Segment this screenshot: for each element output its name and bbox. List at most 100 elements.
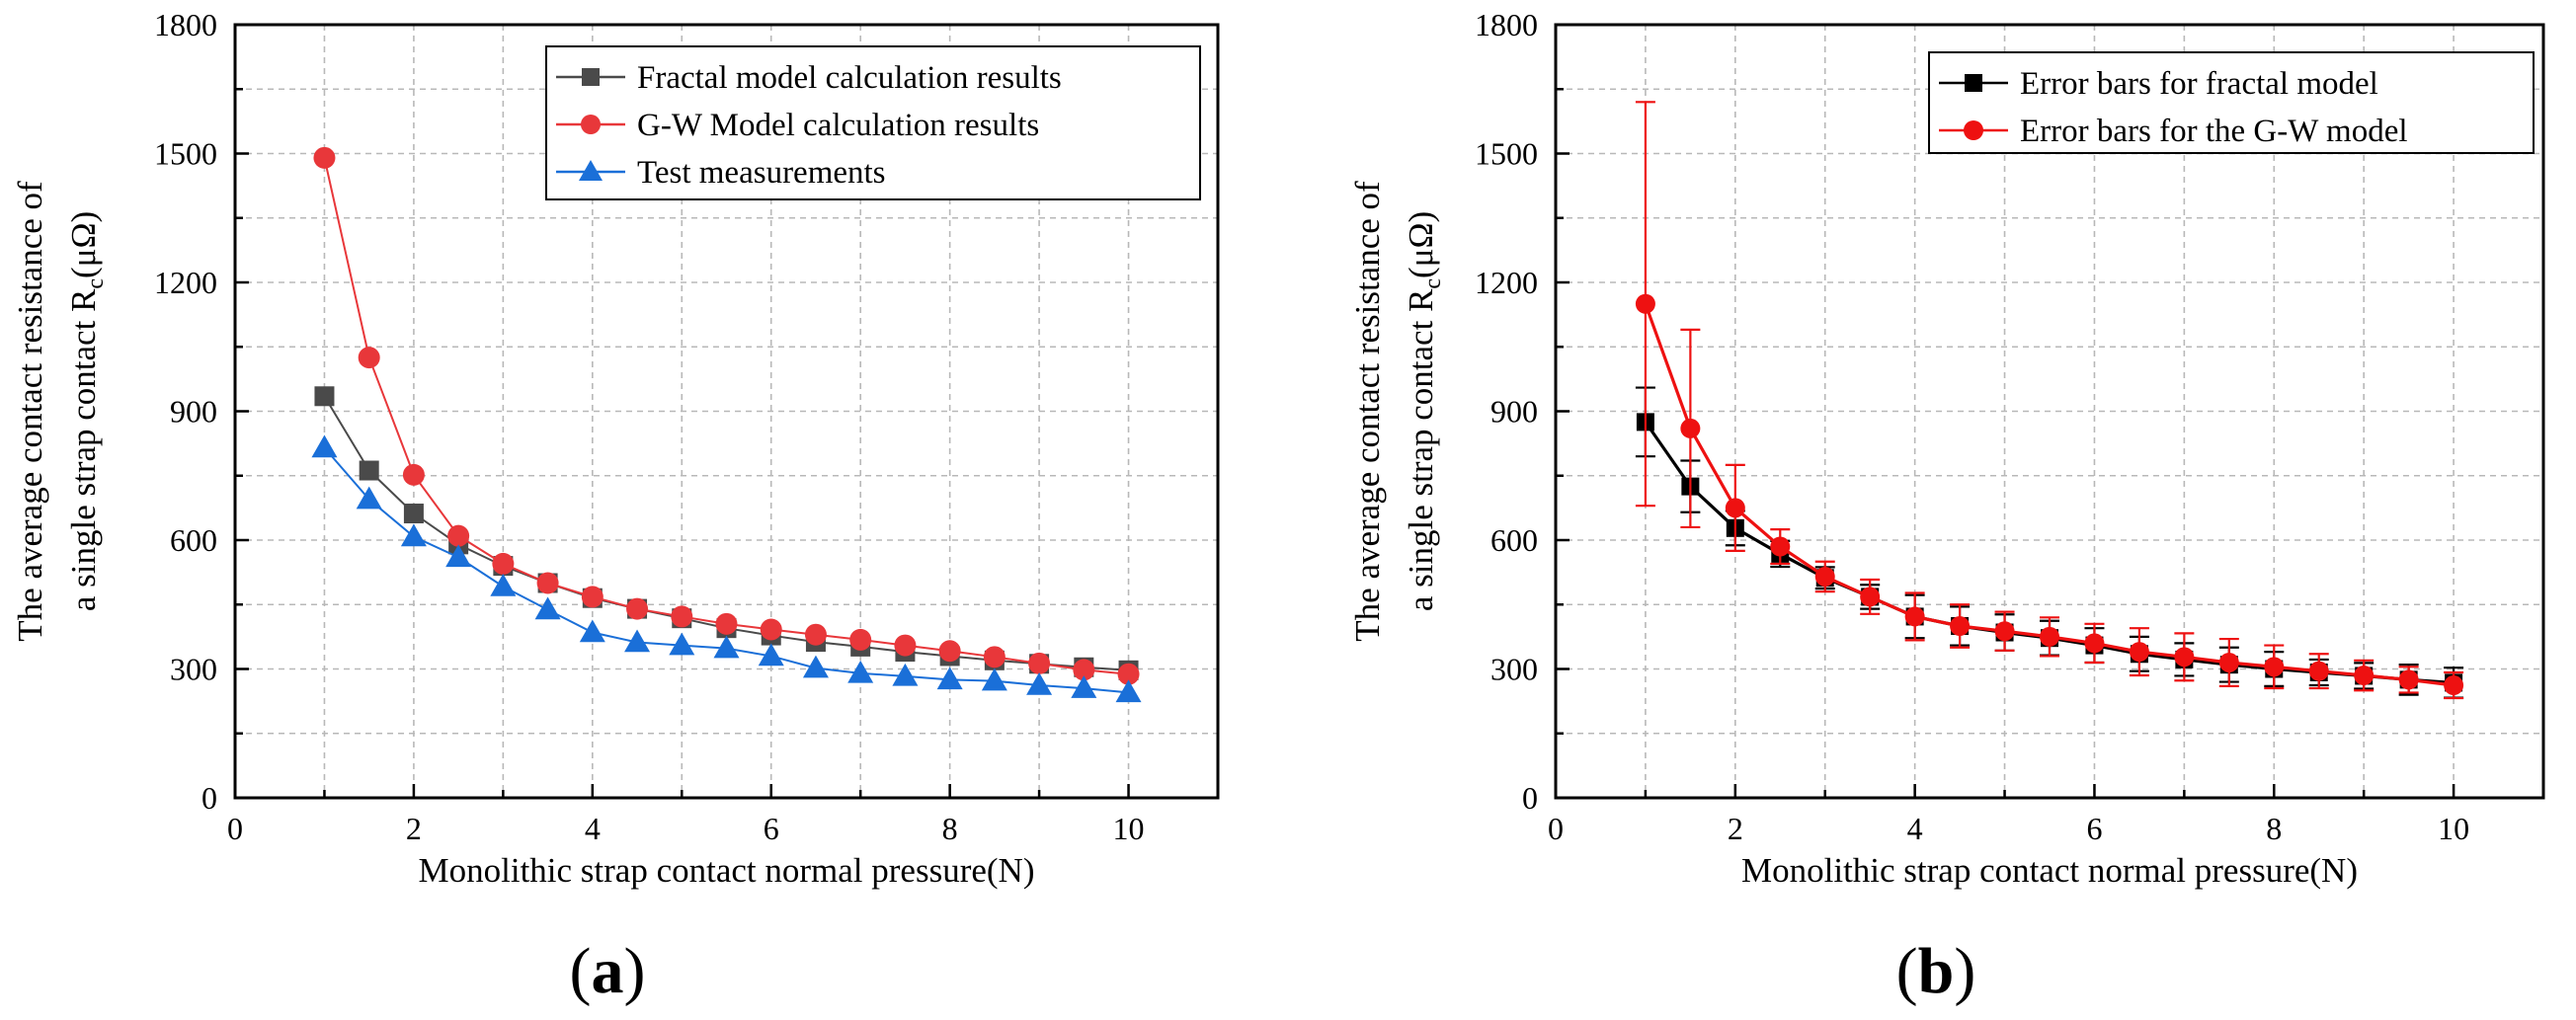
- data-point: [445, 544, 472, 568]
- data-point: [894, 634, 917, 657]
- data-point: [1071, 675, 1097, 698]
- legend-box: [545, 45, 1201, 200]
- data-point: [1725, 498, 1745, 518]
- x-tick-label: 4: [585, 811, 601, 846]
- data-point: [1950, 616, 1971, 636]
- panel-label-paren: (: [570, 935, 592, 1007]
- data-point: [760, 618, 782, 641]
- y-axis-label-line2: a single strap contact Rc(μΩ): [1402, 211, 1446, 611]
- data-point: [2084, 633, 2105, 654]
- data-point: [1026, 672, 1053, 695]
- data-point: [534, 596, 561, 620]
- chart-panel-a: 0 2 4 6 8 10 0 300 600 900 1200 1500 1800 Monolithic …: [11, 7, 1220, 1007]
- x-tick-label: 8: [942, 811, 958, 846]
- data-point: [311, 434, 338, 458]
- data-point: [359, 460, 379, 481]
- data-point: [1860, 587, 1881, 607]
- data-point: [1117, 663, 1140, 685]
- legend-marker: [579, 160, 603, 181]
- y-tick-label: 1500: [1475, 136, 1538, 172]
- x-tick-label: 10: [1113, 811, 1145, 846]
- y-axis-label-line1: The average contact resistance of: [11, 181, 49, 642]
- legend-marker: [581, 115, 601, 134]
- x-tick-label: 2: [406, 811, 422, 846]
- data-point: [490, 573, 517, 596]
- y-axis-label-line1: The average contact resistance of: [1348, 181, 1387, 642]
- data-point: [579, 619, 605, 643]
- y-tick-label: 300: [1490, 652, 1538, 687]
- y-tick-label: 600: [1490, 522, 1538, 558]
- y-tick-label: 600: [170, 522, 217, 558]
- panel-label: (a): [570, 935, 646, 1007]
- y-tick-label: 900: [170, 394, 217, 430]
- data-point: [2308, 661, 2329, 681]
- data-point: [2129, 642, 2149, 663]
- panel-label-letter: b: [1918, 935, 1955, 1007]
- y-tick-label: 0: [1522, 780, 1538, 816]
- y-axis-label-unit: (μΩ): [64, 211, 103, 278]
- panel-label-paren: (: [1896, 935, 1918, 1007]
- y-axis-label-subscript: c: [83, 278, 109, 289]
- panel-label: (b): [1896, 935, 1976, 1007]
- series-line: [323, 157, 1129, 675]
- y-axis-label-text: a single strap contact R: [64, 288, 103, 611]
- data-point: [981, 667, 1007, 691]
- legend-label: Error bars for the G-W model: [2020, 114, 2408, 149]
- data-point: [313, 146, 336, 169]
- data-point: [1994, 621, 2015, 642]
- y-tick-label: 0: [201, 780, 217, 816]
- data-point: [669, 632, 695, 656]
- data-point: [1028, 652, 1051, 674]
- legend-marker: [1965, 74, 1982, 92]
- data-point: [1814, 566, 1835, 587]
- data-point: [2354, 666, 2375, 686]
- x-tick-label: 8: [2266, 811, 2282, 846]
- legend-label: G-W Model calculation results: [637, 108, 1039, 143]
- legend-marker: [1964, 120, 1983, 140]
- y-tick-label: 1500: [154, 136, 217, 172]
- panel-label-paren: ): [624, 935, 646, 1007]
- y-tick-label: 1800: [1475, 7, 1538, 42]
- data-point: [847, 660, 874, 683]
- data-point: [581, 586, 604, 608]
- legend-box: [1928, 51, 2535, 154]
- data-point: [2040, 626, 2059, 647]
- data-point: [2218, 652, 2239, 672]
- data-point: [314, 386, 335, 407]
- y-tick-label: 300: [170, 652, 217, 687]
- data-point: [2398, 669, 2419, 690]
- legend-label: Error bars for fractal model: [2020, 66, 2378, 102]
- data-point: [2174, 647, 2195, 667]
- data-point: [1904, 606, 1925, 627]
- data-point: [758, 643, 784, 667]
- y-axis-label-line2: a single strap contact Rc(μΩ): [64, 211, 109, 611]
- data-point: [983, 646, 1006, 668]
- data-point: [804, 623, 827, 646]
- data-point: [892, 663, 919, 686]
- data-point: [400, 523, 427, 547]
- data-point: [403, 504, 424, 524]
- data-point: [713, 635, 740, 659]
- data-point: [492, 552, 515, 575]
- y-tick-label: 1200: [1475, 265, 1538, 300]
- data-point: [1770, 536, 1791, 557]
- data-point: [936, 667, 963, 690]
- legend-label: Fractal model calculation results: [637, 60, 1062, 96]
- x-tick-label: 0: [227, 811, 243, 846]
- y-tick-label: 1800: [154, 7, 217, 42]
- data-point: [447, 524, 470, 547]
- y-axis-label-unit: (μΩ): [1402, 211, 1440, 278]
- data-point: [1680, 418, 1701, 438]
- data-point: [402, 463, 425, 486]
- data-point: [2264, 657, 2285, 677]
- data-point: [715, 612, 738, 635]
- x-axis-label: Monolithic strap contact normal pressure…: [419, 851, 1035, 890]
- data-point: [671, 605, 693, 628]
- data-point: [626, 597, 649, 620]
- x-tick-label: 6: [764, 811, 779, 846]
- y-tick-label: 1200: [154, 265, 217, 300]
- data-point: [1073, 659, 1095, 681]
- data-point: [802, 655, 829, 678]
- data-point: [849, 628, 872, 651]
